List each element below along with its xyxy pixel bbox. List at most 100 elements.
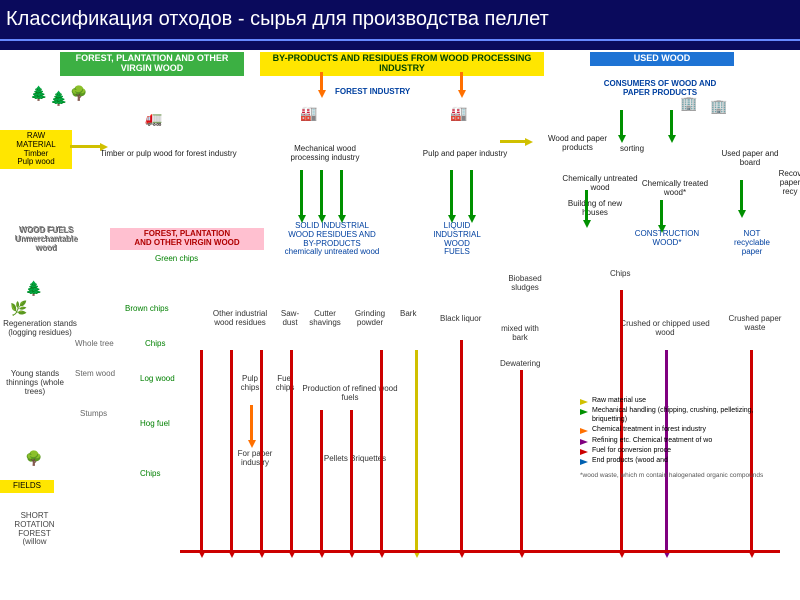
category-box: NOTrecyclablepaper (720, 228, 784, 258)
flow-arrow (230, 350, 233, 550)
diagram-label: Chips (140, 470, 160, 479)
diagram-label: Hog fuel (140, 420, 170, 429)
diagram-label: Chemically treated wood* (640, 180, 710, 198)
section-header: BY-PRODUCTS AND RESIDUES FROM WOOD PROCE… (260, 52, 544, 76)
arrow-head-icon (468, 215, 476, 223)
pictogram-icon: 🌲 (50, 90, 67, 107)
arrow-head-icon (525, 138, 533, 146)
pictogram-icon: 🚛 (145, 110, 162, 127)
category-box: RAWMATERIALTimberPulp wood (0, 130, 72, 169)
flow-arrow (320, 170, 323, 215)
flow-arrow (415, 350, 418, 550)
flow-arrow (460, 72, 463, 90)
arrow-head-icon (583, 220, 591, 228)
pictogram-icon: 🌳 (25, 450, 42, 467)
diagram-label: Log wood (140, 375, 175, 384)
flow-arrow (620, 110, 623, 135)
diagram-label: Crushed paper waste (725, 315, 785, 333)
diagram-label: Fuel chips (270, 375, 300, 393)
diagram-label: Saw- dust (275, 310, 305, 328)
diagram-label: Building of new houses (560, 200, 630, 218)
diagram-label: Whole tree (75, 340, 114, 349)
category-box: LIQUIDINDUSTRIALWOODFUELS (420, 220, 494, 259)
legend-item: Mechanical handling (chipping, crushing,… (580, 407, 790, 424)
diagram-label: Other industrial wood residues (210, 310, 270, 328)
diagram-label: Wood and paper products (535, 135, 620, 153)
diagram-label: Stem wood (75, 370, 115, 379)
diagram-label: Timber or pulp wood for forest industry (100, 150, 237, 159)
arrow-head-icon (318, 215, 326, 223)
diagram-label: Chemically untreated wood (560, 175, 640, 193)
legend-text: End products (wood and (592, 457, 668, 465)
flow-arrow (320, 72, 323, 90)
flow-arrow (520, 370, 523, 550)
flow-arrow (260, 350, 263, 550)
category-box: SOLID INDUSTRIALWOOD RESIDUES ANDBY-PROD… (265, 220, 399, 259)
diagram-label: Regeneration stands (logging residues) (0, 320, 80, 338)
diagram-label: Chips (145, 340, 165, 349)
diagram-label: mixed with bark (495, 325, 545, 343)
diagram-label: Dewatering (500, 360, 540, 369)
legend-swatch-icon (580, 459, 588, 465)
diagram-label: Pellets Briquettes (310, 455, 400, 464)
legend-footnote: *wood waste, which m contain halogenated… (580, 472, 790, 480)
diagram-label: Production of refined wood fuels (300, 385, 400, 403)
diagram-area: FOREST, PLANTATION AND OTHER VIRGIN WOOD… (0, 50, 800, 600)
diagram-label: sorting (620, 145, 644, 154)
flow-arrow (290, 350, 293, 550)
category-box: WOOD FUELSUnmerchantablewood (0, 225, 94, 255)
legend-swatch-icon (580, 399, 588, 405)
legend-item: Raw material use (580, 397, 790, 405)
flow-arrow (200, 350, 203, 550)
pictogram-icon: 🌲 (25, 280, 42, 297)
legend-item: End products (wood and (580, 457, 790, 465)
legend-text: Fuel for conversion proce (592, 447, 671, 455)
flow-arrow (585, 190, 588, 220)
arrow-head-icon (448, 215, 456, 223)
slide: Классификация отходов - сырья для произв… (0, 0, 800, 600)
legend-text: Raw material use (592, 397, 646, 405)
diagram-label: Used paper and board (715, 150, 785, 168)
diagram-label: Green chips (155, 255, 198, 264)
flow-arrow (70, 145, 100, 148)
legend: Raw material use Mechanical handling (chi… (580, 395, 790, 480)
category-box: FOREST, PLANTATIONAND OTHER VIRGIN WOOD (110, 228, 264, 250)
pictogram-icon: 🌿 (10, 300, 27, 317)
pictogram-icon: 🏢 (710, 98, 727, 115)
flow-arrow (250, 405, 253, 440)
arrow-head-icon (248, 440, 256, 448)
diagram-label: Mechanical wood processing industry (275, 145, 375, 163)
legend-item: Chemical treatment in forest industry (580, 426, 790, 434)
diagram-label: Biobased sludges (500, 275, 550, 293)
legend-swatch-icon (580, 428, 588, 434)
legend-swatch-icon (580, 449, 588, 455)
legend-swatch-icon (580, 409, 588, 415)
arrow-head-icon (458, 90, 466, 98)
sub-header: CONSUMERS OF WOOD AND PAPER PRODUCTS (590, 80, 730, 98)
diagram-label: For paper industry (230, 450, 280, 468)
diagram-label: Cutter shavings (305, 310, 345, 328)
arrow-head-icon (738, 210, 746, 218)
flow-arrow (740, 180, 743, 210)
flow-arrow (320, 410, 323, 550)
diagram-label: Black liquor (440, 315, 481, 324)
pictogram-icon: 🌲 (30, 85, 47, 102)
category-box: SHORTROTATIONFOREST(willow (0, 510, 69, 549)
slide-title: Классификация отходов - сырья для произв… (0, 0, 800, 41)
category-box: CONSTRUCTIONWOOD* (620, 228, 714, 250)
diagram-label: Stumps (80, 410, 107, 419)
flow-arrow (340, 170, 343, 215)
flow-arrow (300, 170, 303, 215)
flow-arrow (470, 170, 473, 215)
diagram-label: Grinding powder (350, 310, 390, 328)
flow-arrow (460, 340, 463, 550)
diagram-label: Pulp and paper industry (420, 150, 510, 159)
flow-arrow (670, 110, 673, 135)
diagram-label: Recov paper recy (775, 170, 800, 196)
section-header: USED WOOD (590, 52, 734, 66)
flow-arrow (450, 170, 453, 215)
pictogram-icon: 🏭 (450, 105, 467, 122)
legend-text: Refining etc. Chemical treatment of wo (592, 437, 712, 445)
diagram-label: Bark (400, 310, 416, 319)
diagram-label: Crushed or chipped used wood (615, 320, 715, 338)
